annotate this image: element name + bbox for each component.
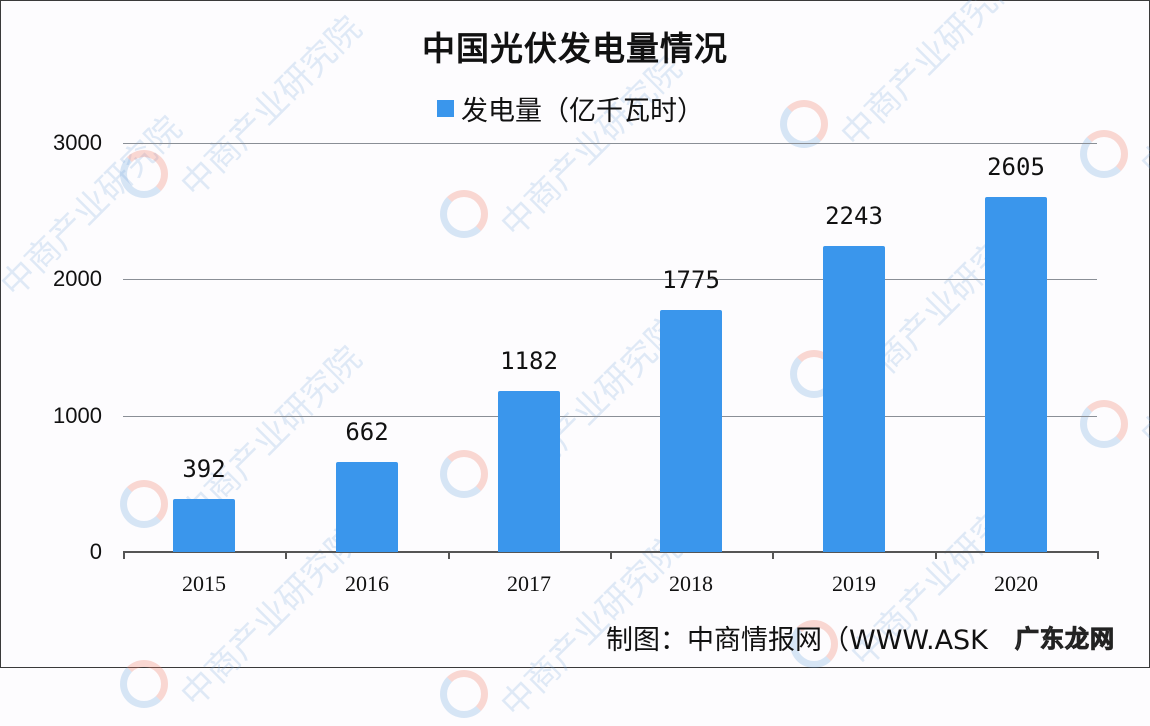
x-tick-mark bbox=[772, 551, 774, 559]
source-credit: 制图：中商情报网（WWW.ASK bbox=[606, 625, 988, 656]
x-tick-label: 2017 bbox=[507, 571, 551, 596]
bar-2017 bbox=[498, 391, 560, 552]
plot-area: 0 1000 2000 3000 392 2015 662 2016 1182 2017 1775 2… bbox=[53, 130, 1099, 596]
bar-2016 bbox=[336, 462, 398, 552]
y-tick-label: 2000 bbox=[53, 266, 102, 291]
x-tick-mark bbox=[1097, 551, 1099, 559]
site-badge: 广东龙网 bbox=[1015, 625, 1115, 654]
watermark-logo-icon bbox=[440, 670, 488, 718]
legend: 发电量（亿千瓦时） bbox=[437, 89, 704, 128]
y-tick-label: 1000 bbox=[53, 403, 102, 428]
legend-swatch bbox=[437, 100, 454, 117]
gridline bbox=[123, 416, 1097, 417]
bar-2015 bbox=[173, 499, 235, 552]
x-tick-label: 2019 bbox=[832, 571, 876, 596]
x-tick-label: 2020 bbox=[994, 571, 1038, 596]
bar-2018 bbox=[660, 310, 722, 552]
x-tick-mark bbox=[285, 551, 287, 559]
data-label: 1775 bbox=[662, 266, 720, 294]
gridline bbox=[123, 143, 1097, 144]
data-label: 2605 bbox=[987, 153, 1045, 181]
y-tick-label: 3000 bbox=[53, 130, 102, 155]
data-label: 1182 bbox=[500, 347, 558, 375]
data-label: 662 bbox=[345, 418, 389, 446]
x-tick-label: 2015 bbox=[182, 571, 226, 596]
x-tick-mark bbox=[935, 551, 937, 559]
x-tick-label: 2016 bbox=[345, 571, 389, 596]
data-label: 2243 bbox=[825, 202, 883, 230]
y-tick-label: 0 bbox=[89, 539, 102, 564]
x-tick-mark bbox=[610, 551, 612, 559]
gridline bbox=[123, 279, 1097, 280]
bar-2019 bbox=[823, 246, 885, 552]
x-tick-label: 2018 bbox=[669, 571, 713, 596]
bar-2020 bbox=[985, 197, 1047, 552]
legend-label: 发电量（亿千瓦时） bbox=[461, 96, 704, 127]
x-tick-mark bbox=[123, 551, 125, 559]
data-label: 392 bbox=[182, 455, 226, 483]
chart-title: 中国光伏发电量情况 bbox=[422, 29, 728, 68]
x-tick-mark bbox=[448, 551, 450, 559]
